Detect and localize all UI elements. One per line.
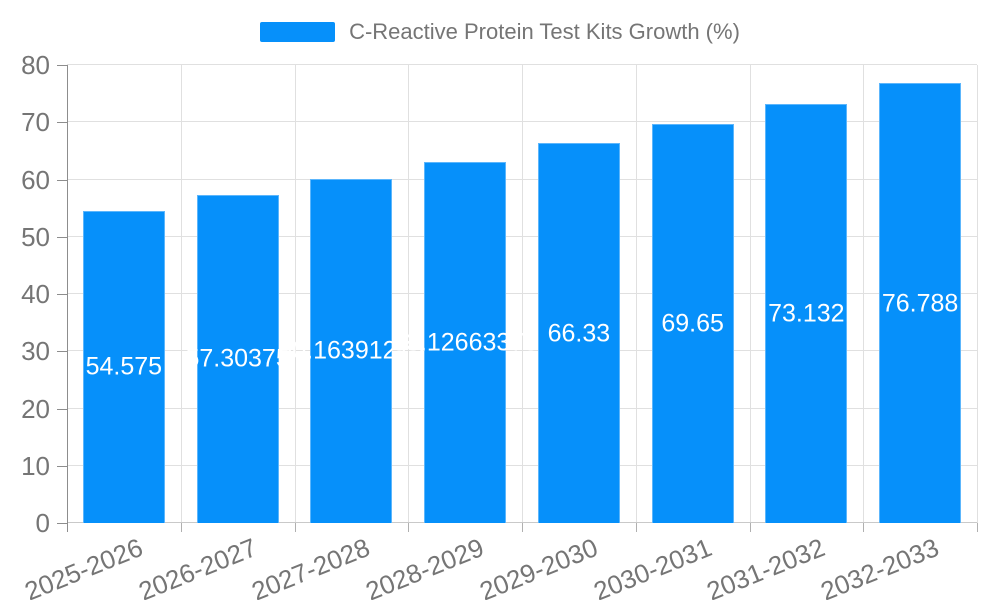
y-axis-tick: [57, 65, 67, 66]
x-axis-tick: [977, 523, 978, 532]
y-axis-tick: [57, 294, 67, 295]
y-axis-tick-label: 30: [21, 336, 50, 367]
bar-2029-2030[interactable]: 66.33: [537, 143, 620, 523]
y-axis-line: [67, 65, 68, 532]
bar-value-label: 66.33: [547, 319, 611, 348]
y-axis-tick: [57, 465, 67, 467]
x-axis-tick-label: 2025-2026: [20, 532, 147, 600]
y-axis-tick: [57, 179, 67, 181]
y-axis-tick-label: 50: [21, 221, 50, 252]
x-axis-tick: [294, 523, 296, 532]
bar-2031-2032[interactable]: 73.132: [765, 104, 848, 523]
y-axis-tick-label: 60: [21, 164, 50, 195]
x-axis-tick-label: 2031-2032: [702, 532, 830, 600]
h-gridline: [67, 64, 977, 65]
x-axis-tick-label: 2026-2027: [133, 532, 261, 600]
bar-value-label: 69.65: [661, 309, 724, 338]
bar-series: 54.575 57.30375 60.16391275 63.12663375 66.3…: [67, 65, 977, 523]
bar-slot: 60.16391275: [278, 65, 424, 523]
y-axis-tick: [57, 236, 67, 238]
bar-value-label: 57.30375: [185, 344, 290, 373]
bar-slot: 57.30375: [181, 65, 295, 523]
y-axis-tick: [57, 351, 67, 353]
v-gridline: [749, 65, 751, 523]
y-axis-tick-label: 70: [21, 107, 50, 138]
v-gridline: [522, 65, 523, 523]
bar-value-label: 54.575: [85, 352, 163, 381]
y-axis-tick-label: 40: [21, 279, 50, 309]
bar-slot: 73.132: [750, 65, 864, 523]
bar-2027-2028[interactable]: 60.16391275: [278, 178, 424, 523]
bar-slot: 69.65: [636, 65, 750, 523]
v-gridline: [635, 65, 637, 523]
v-gridline: [408, 65, 410, 523]
x-axis-tick-label: 2030-2031: [588, 532, 716, 600]
x-axis-tick: [863, 523, 865, 532]
v-gridline: [863, 65, 865, 523]
bar-2030-2031[interactable]: 69.65: [651, 124, 734, 523]
bar-value-label: 76.788: [881, 289, 959, 318]
y-axis-tick: [57, 523, 67, 524]
y-axis-tick-label: 80: [21, 50, 50, 80]
legend-label: C-Reactive Protein Test Kits Growth (%): [349, 19, 740, 44]
x-axis-tick-label: 2028-2029: [361, 532, 488, 600]
bar-2026-2027[interactable]: 57.30375: [185, 194, 290, 523]
y-axis-tick-label: 0: [35, 508, 50, 538]
y-axis-tick: [57, 122, 67, 124]
v-gridline: [977, 65, 978, 523]
x-axis-tick: [408, 523, 410, 532]
bar-value-label: 60.16391275: [278, 336, 425, 365]
x-axis-tick-label: 2027-2028: [247, 532, 375, 600]
bar-slot: 63.12663375: [392, 65, 538, 523]
x-axis-tick: [180, 523, 182, 532]
y-axis-tick-label: 20: [21, 393, 50, 424]
bar-2025-2026[interactable]: 54.575: [82, 210, 165, 523]
y-axis-tick-label: 10: [21, 450, 50, 481]
bar-2028-2029[interactable]: 63.12663375: [392, 161, 538, 523]
x-axis-tick: [635, 523, 637, 532]
v-gridline: [294, 65, 296, 523]
v-gridline: [180, 65, 182, 523]
bar-slot: 76.788: [863, 65, 977, 523]
y-axis-tick: [57, 408, 67, 410]
bar-value-label: 73.132: [768, 299, 845, 328]
plot-area: 54.575 57.30375 60.16391275 63.12663375 66.3…: [67, 64, 978, 532]
x-axis-tick: [749, 523, 751, 532]
bar-2032-2033[interactable]: 76.788: [879, 83, 962, 523]
bar-value-label: 63.12663375: [392, 328, 539, 357]
bar-slot: 66.33: [522, 65, 636, 523]
legend[interactable]: C-Reactive Protein Test Kits Growth (%): [0, 20, 1000, 44]
x-axis-tick: [522, 523, 523, 532]
x-axis-line: [67, 522, 977, 523]
x-axis-tick-label: 2029-2030: [475, 532, 602, 600]
x-axis-tick-label: 2032-2033: [816, 532, 943, 600]
bar-slot: 54.575: [67, 65, 181, 523]
legend-swatch-icon: [260, 22, 336, 42]
